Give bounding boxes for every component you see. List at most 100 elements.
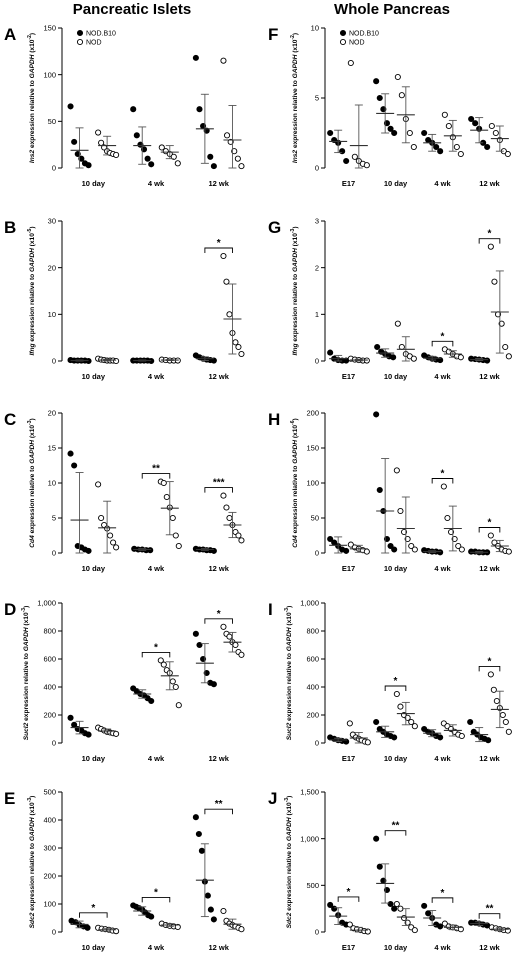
data-point [226,633,233,640]
x-tick-label: 12 wk [208,179,229,188]
significance-bracket [431,478,454,484]
data-point [195,830,202,838]
data-point [499,711,506,719]
data-point [441,920,448,927]
significance-bracket [478,527,501,533]
data-point [390,354,397,361]
y-tick-label: 600 [306,655,319,664]
significance-label: * [91,903,95,914]
panel-letter: G [268,218,281,237]
y-axis-label-exponent: -2 [27,35,33,40]
data-point [235,343,242,351]
y-tick-label: 100 [43,70,56,79]
x-tick-label: 10 day [82,564,106,573]
data-point [457,354,464,361]
data-point [85,731,92,738]
panel-letter: I [268,600,273,619]
panel-letter: H [268,410,280,429]
y-axis-label-gene: Ifng [292,343,299,355]
y-tick-label: 100 [43,900,56,909]
data-point [85,547,92,554]
legend-label: NOD.B10 [349,31,379,38]
data-point [148,913,155,920]
y-tick-label: 2 [315,263,319,272]
panel-letter: D [4,600,16,619]
y-tick-label: 800 [43,627,56,636]
panel-j: J 0 500 1,000 1,500 Sdc2 expression relative … [268,788,511,952]
y-axis-label-ref: GAPDH [292,248,299,272]
x-tick-label: 4 wk [148,179,165,188]
panel-e: E 0 100 200 300 400 500 Sdc2 expression relativ… [4,788,245,952]
significance-label: * [441,469,445,480]
significance-label: * [217,609,221,620]
data-point [397,703,404,710]
y-axis-label-gene: Cd4 [292,535,299,548]
data-point [364,739,371,746]
y-tick-label: 0 [315,549,319,558]
data-point [226,311,233,318]
data-point [174,923,181,931]
data-point [457,150,464,158]
y-axis-label-unit: (x10 [29,39,36,54]
y-tick-label: 800 [306,627,319,636]
data-point [444,514,451,522]
x-tick-label: 4 wk [434,943,451,952]
y-tick-label: 15 [48,444,56,453]
y-tick-label: 0 [315,164,319,173]
significance-label: * [488,229,492,240]
data-point [107,532,114,539]
y-axis-label: Ifng expression relative to GAPDH (x10-3… [290,226,299,355]
y-axis-label-close: ) [29,33,36,35]
y-tick-label: 10 [48,479,56,488]
y-axis-label-ref: GAPDH [29,54,36,78]
significance-label: * [441,888,445,899]
panel-c: C 0 5 10 15 20 Cd4 expression relative to GAPD… [4,409,245,573]
significance-bracket [478,238,501,244]
panel-f: F 0 5 10 Ins2 expression relative to GAPDH (… [268,24,511,188]
panel-h: H 0 50 100 150 200 Cd4 expression relative to … [268,409,512,573]
data-point [492,129,499,137]
data-point [373,411,380,418]
x-tick-label: 10 day [82,754,106,763]
y-tick-label: 200 [43,872,56,881]
data-point [327,535,334,543]
data-point [373,78,380,85]
data-point [160,661,167,668]
data-point [113,357,120,365]
data-point [457,926,464,933]
data-point [505,728,512,735]
data-point [238,350,245,358]
data-point [78,155,85,162]
significance-bracket [204,487,233,493]
data-point [67,103,74,110]
data-point [196,641,203,649]
y-tick-label: 1,000 [37,599,56,608]
significance-bracket [204,808,233,815]
data-point [196,106,203,113]
data-point [484,357,491,364]
data-point [220,252,227,260]
y-tick-label: 0 [315,928,319,937]
data-point [231,148,238,155]
data-point [331,905,338,912]
data-point [144,155,151,162]
y-axis-label-exponent: -3 [27,798,33,803]
data-point [421,902,428,909]
x-tick-label: E17 [342,943,355,952]
x-tick-label: 12 wk [479,372,500,381]
panel-b: B 0 10 20 30 Ifng expression relative to GAPD… [4,217,245,381]
y-axis-label-gene: Sucl2 [23,722,30,740]
data-point [458,546,465,553]
y-axis-label-text: expression relative to [29,78,36,149]
significance-label: * [217,238,221,249]
data-point [67,450,74,457]
significance-bracket [204,247,233,253]
data-point [220,623,227,630]
data-point [95,129,102,136]
y-tick-label: 20 [48,409,56,418]
y-tick-label: 500 [306,881,319,890]
y-tick-label: 0 [315,357,319,366]
y-tick-label: 10 [311,24,319,33]
y-tick-label: 200 [43,711,56,720]
